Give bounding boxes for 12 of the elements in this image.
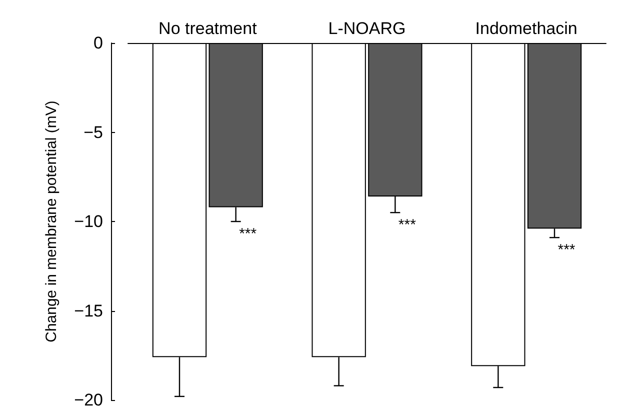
x-tick-label: No treatment: [158, 19, 258, 38]
x-tick-label: L-NOARG: [328, 19, 406, 38]
y-tick-label: −10: [74, 212, 103, 231]
annotation: ***: [558, 242, 576, 259]
y-tick-label: −20: [74, 390, 103, 410]
annotation: ***: [239, 225, 257, 242]
y-tick-label: −15: [74, 301, 103, 320]
annotation: ***: [398, 216, 416, 234]
y-tick-label: −5: [84, 122, 103, 142]
y-axis-title: Change in membrane potential (mV): [43, 100, 60, 342]
x-tick-label: Indomethacin: [475, 19, 578, 38]
y-tick-label: 0: [94, 34, 103, 52]
